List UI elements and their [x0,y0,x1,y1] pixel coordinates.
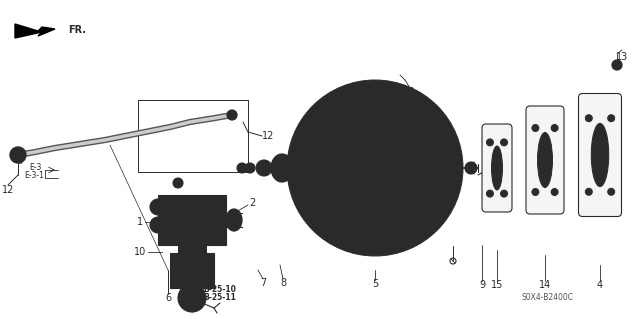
Circle shape [227,110,237,120]
Ellipse shape [492,146,502,190]
Circle shape [245,163,255,173]
Bar [178,245,206,253]
Circle shape [551,189,558,196]
Text: 13: 13 [616,52,628,62]
Text: 12: 12 [2,185,14,195]
Text: E-3: E-3 [29,164,41,173]
Circle shape [186,274,198,286]
Circle shape [612,60,622,70]
Circle shape [608,188,614,195]
Bar [187,288,197,298]
Polygon shape [15,24,55,38]
Ellipse shape [538,132,552,188]
Bar [138,100,248,172]
Circle shape [237,163,247,173]
Circle shape [551,124,558,131]
Bar [158,195,226,245]
Ellipse shape [271,154,293,182]
Text: FR.: FR. [68,25,86,35]
Text: 14: 14 [539,280,551,290]
Text: 7: 7 [260,278,266,288]
Text: S0X4-B2400C: S0X4-B2400C [521,293,573,302]
Circle shape [465,162,477,174]
Text: B-25-10: B-25-10 [204,285,236,293]
Ellipse shape [591,123,609,187]
Text: 4: 4 [597,280,603,290]
Circle shape [256,160,272,176]
Circle shape [173,178,183,188]
Circle shape [287,80,463,256]
Circle shape [500,139,508,146]
Circle shape [586,188,592,195]
Circle shape [486,190,493,197]
Circle shape [608,115,614,122]
Circle shape [150,217,166,233]
Text: 15: 15 [491,280,503,290]
FancyBboxPatch shape [482,124,512,212]
Circle shape [363,156,387,180]
Text: 2: 2 [249,198,255,208]
Text: 1: 1 [137,217,143,227]
Text: 5: 5 [372,279,378,289]
Circle shape [532,124,539,131]
Text: 3: 3 [197,274,203,284]
Text: 11: 11 [404,87,416,97]
Text: 8: 8 [280,278,286,288]
Circle shape [586,115,592,122]
Circle shape [10,147,26,163]
Circle shape [500,190,508,197]
Bar [188,276,196,280]
FancyBboxPatch shape [579,93,621,217]
Circle shape [486,139,493,146]
FancyBboxPatch shape [526,106,564,214]
Circle shape [150,199,166,215]
Circle shape [532,189,539,196]
Text: B-25-11: B-25-11 [204,293,236,301]
Text: 12: 12 [262,131,274,141]
Text: E-3-1: E-3-1 [24,172,44,181]
Circle shape [178,284,206,312]
Text: 10: 10 [134,247,146,257]
Ellipse shape [226,209,242,231]
Text: 9: 9 [479,280,485,290]
Text: 6: 6 [165,293,171,303]
Bar [170,253,214,288]
